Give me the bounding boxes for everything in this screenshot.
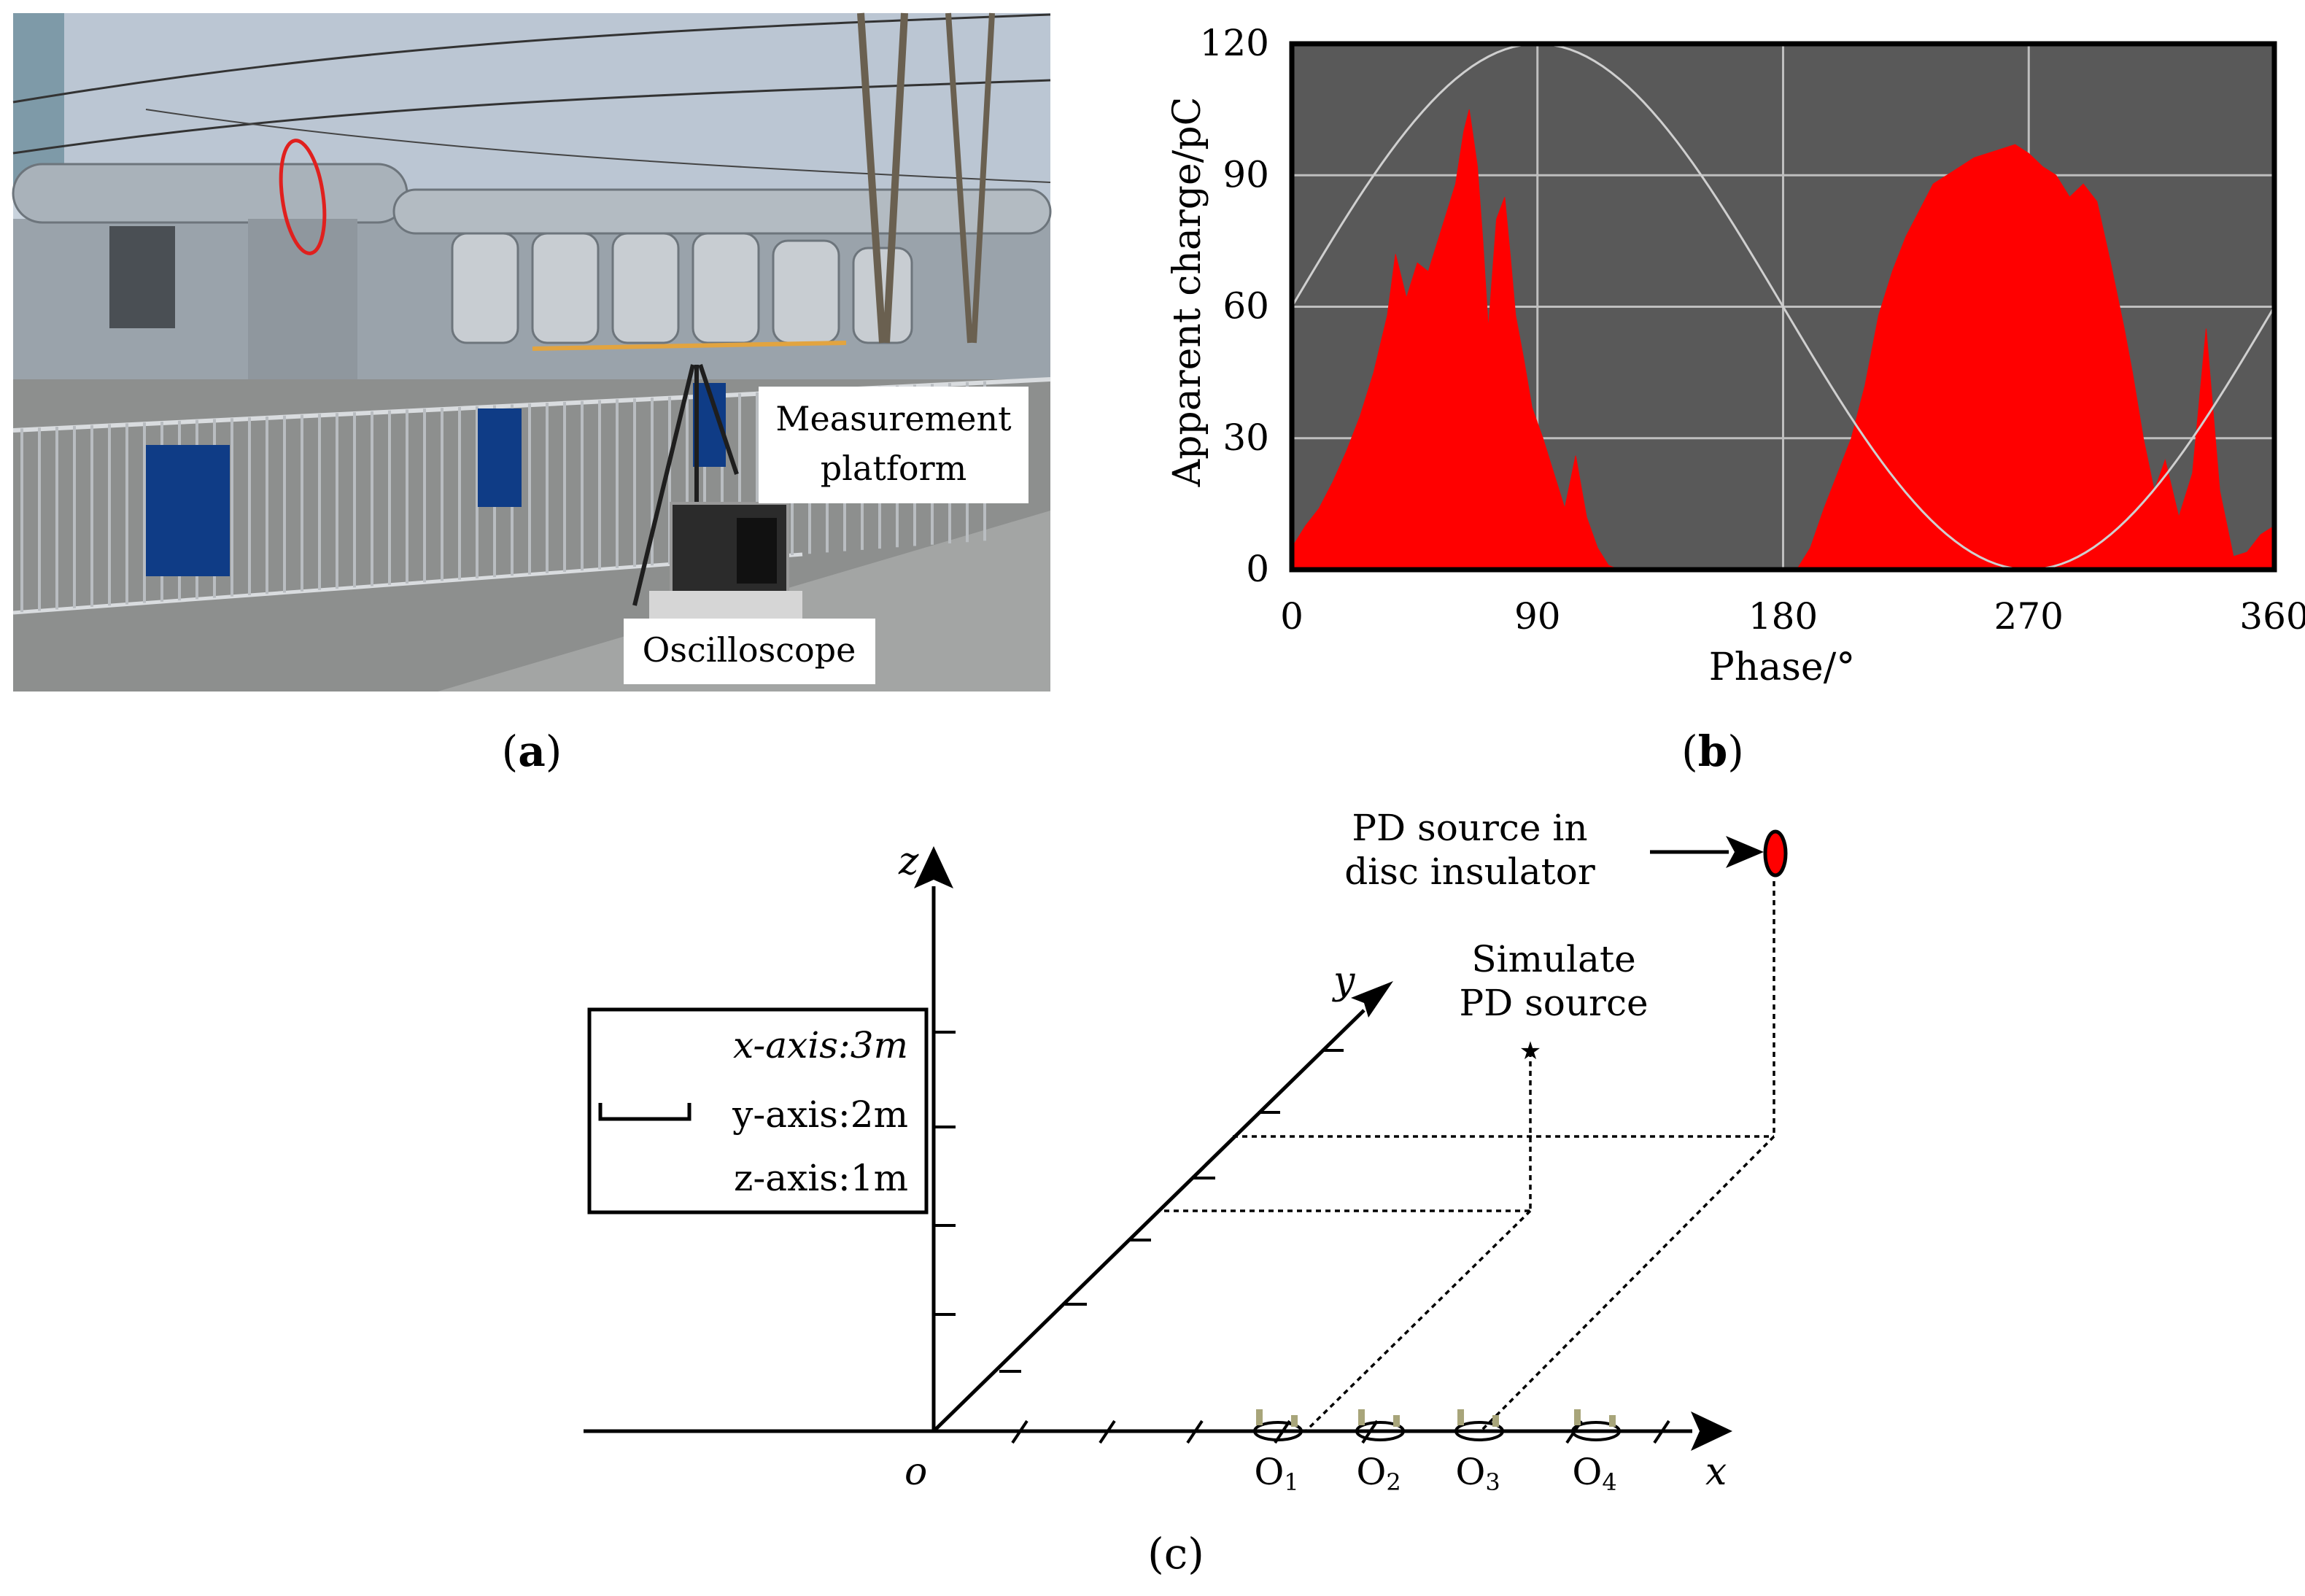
sim-pd-label-line2: PD source [1459,982,1648,1024]
photo-wire [12,79,1051,155]
sensor-antenna [1609,1415,1616,1427]
chart-frame [1289,41,2277,573]
chart-x-label: Phase/° [1709,646,1855,689]
measurement-platform-callout [759,387,1028,503]
chart-y-tick-label: 0 [1246,548,1269,590]
z-axis-label: z [898,840,919,883]
pd-disc-source-marker [1763,829,1788,878]
photo-gis-bays [451,232,913,344]
scale-legend-box [587,1007,929,1215]
photo-cabinet [109,226,175,328]
projection-lines [1164,881,1775,1433]
panel-c-caption: (c) [1147,1529,1204,1578]
sensor-ring [1571,1421,1621,1441]
coordinate-diagram: PD source in disc insulator ★ Simulate P… [584,807,1788,1496]
sensor-label: O2 [1356,1451,1401,1496]
chart-x-ticks: 0 90 180 270 360 [1280,595,2305,638]
pd-disc-label-line1: PD source in [1352,807,1587,849]
legend-y-axis: y-axis:2m [732,1093,908,1136]
sensor-antenna [1358,1409,1365,1425]
chart-y-tick-label: 90 [1223,153,1269,195]
photo-sign [146,445,230,576]
photo-pylon [945,12,995,344]
sensor-ring [1454,1421,1504,1441]
photo-measurement-rod [532,341,847,351]
measurement-platform-label-line2: platform [821,449,966,488]
x-axis-label: x [1705,1450,1727,1494]
sensor-ring [1253,1421,1303,1441]
photo-highlight-circle [279,139,327,255]
sensor-antenna [1393,1415,1400,1427]
y-axis-ticks [999,1049,1344,1373]
photo-transformer [248,219,357,394]
photo-wire [145,109,1051,183]
photo-bus-pipe [12,163,408,224]
sensor-o4: O4 [1571,1409,1621,1496]
sensor-ring [1355,1421,1405,1441]
chart-reference-sine [1290,42,2276,571]
chart-y-tick-label: 30 [1223,417,1269,459]
y-axis-arrow [1351,981,1393,1018]
chart-x-tick-label: 0 [1280,595,1303,638]
pd-disc-label-line2: disc insulator [1344,851,1595,893]
sensor-group: O1 O2 O3 O4 [1253,1409,1621,1496]
prpd-chart: 0 90 180 270 360 0 30 60 90 120 Apparent charge/… [1166,22,2305,689]
sensor-antenna [1492,1415,1499,1427]
chart-x-tick-label: 180 [1748,595,1818,638]
chart-y-ticks: 0 30 60 90 120 [1200,22,1269,590]
sensor-label: O4 [1572,1451,1616,1496]
photo-pylon [857,12,908,344]
sensor-antenna [1574,1409,1581,1425]
panel-a-photo: Measurement platform Oscilloscope [12,12,1052,692]
sensor-label: O1 [1254,1451,1298,1496]
photo-oscilloscope-screen [737,518,777,584]
origin-label: o [904,1450,927,1494]
x-axis-arrow [1691,1411,1732,1451]
chart-x-tick-label: 360 [2239,595,2305,638]
photo-bus-pipe [392,188,1052,235]
sensor-antenna [1457,1409,1464,1425]
pd-disc-pointer-arrow [1726,836,1764,868]
chart-y-tick-label: 60 [1223,285,1269,328]
z-axis-ticks [934,1031,956,1316]
oscilloscope-label: Oscilloscope [643,630,856,670]
sensor-o3: O3 [1454,1409,1504,1496]
y-axis-label: y [1332,959,1355,1003]
sensor-antenna [1256,1409,1263,1425]
photo-wire [12,13,1051,104]
chart-x-tick-label: 270 [1994,595,2064,638]
z-axis-arrow [914,846,953,888]
oscilloscope-callout [624,619,875,684]
y-axis-line [932,1009,1365,1433]
chart-y-label: Apparent charge/pC [1166,97,1209,488]
sensor-o1: O1 [1253,1409,1303,1496]
panel-b-caption: (b) [1681,727,1744,776]
photo-sign [478,408,522,507]
sensor-o2: O2 [1355,1409,1405,1496]
sim-pd-star: ★ [1519,1037,1541,1066]
sensor-antenna [1291,1415,1298,1427]
sensor-label: O3 [1455,1451,1500,1496]
scale-bar-icon [598,1103,692,1121]
chart-y-tick-label: 120 [1200,22,1269,64]
legend-z-axis: z-axis:1m [734,1157,908,1199]
legend-x-axis: x-axis:3m [733,1024,908,1066]
sim-pd-label-line1: Simulate [1471,938,1635,980]
chart-x-tick-label: 90 [1514,595,1561,638]
measurement-platform-label-line1: Measurement [775,399,1012,438]
panel-a-caption: (a) [502,727,562,776]
